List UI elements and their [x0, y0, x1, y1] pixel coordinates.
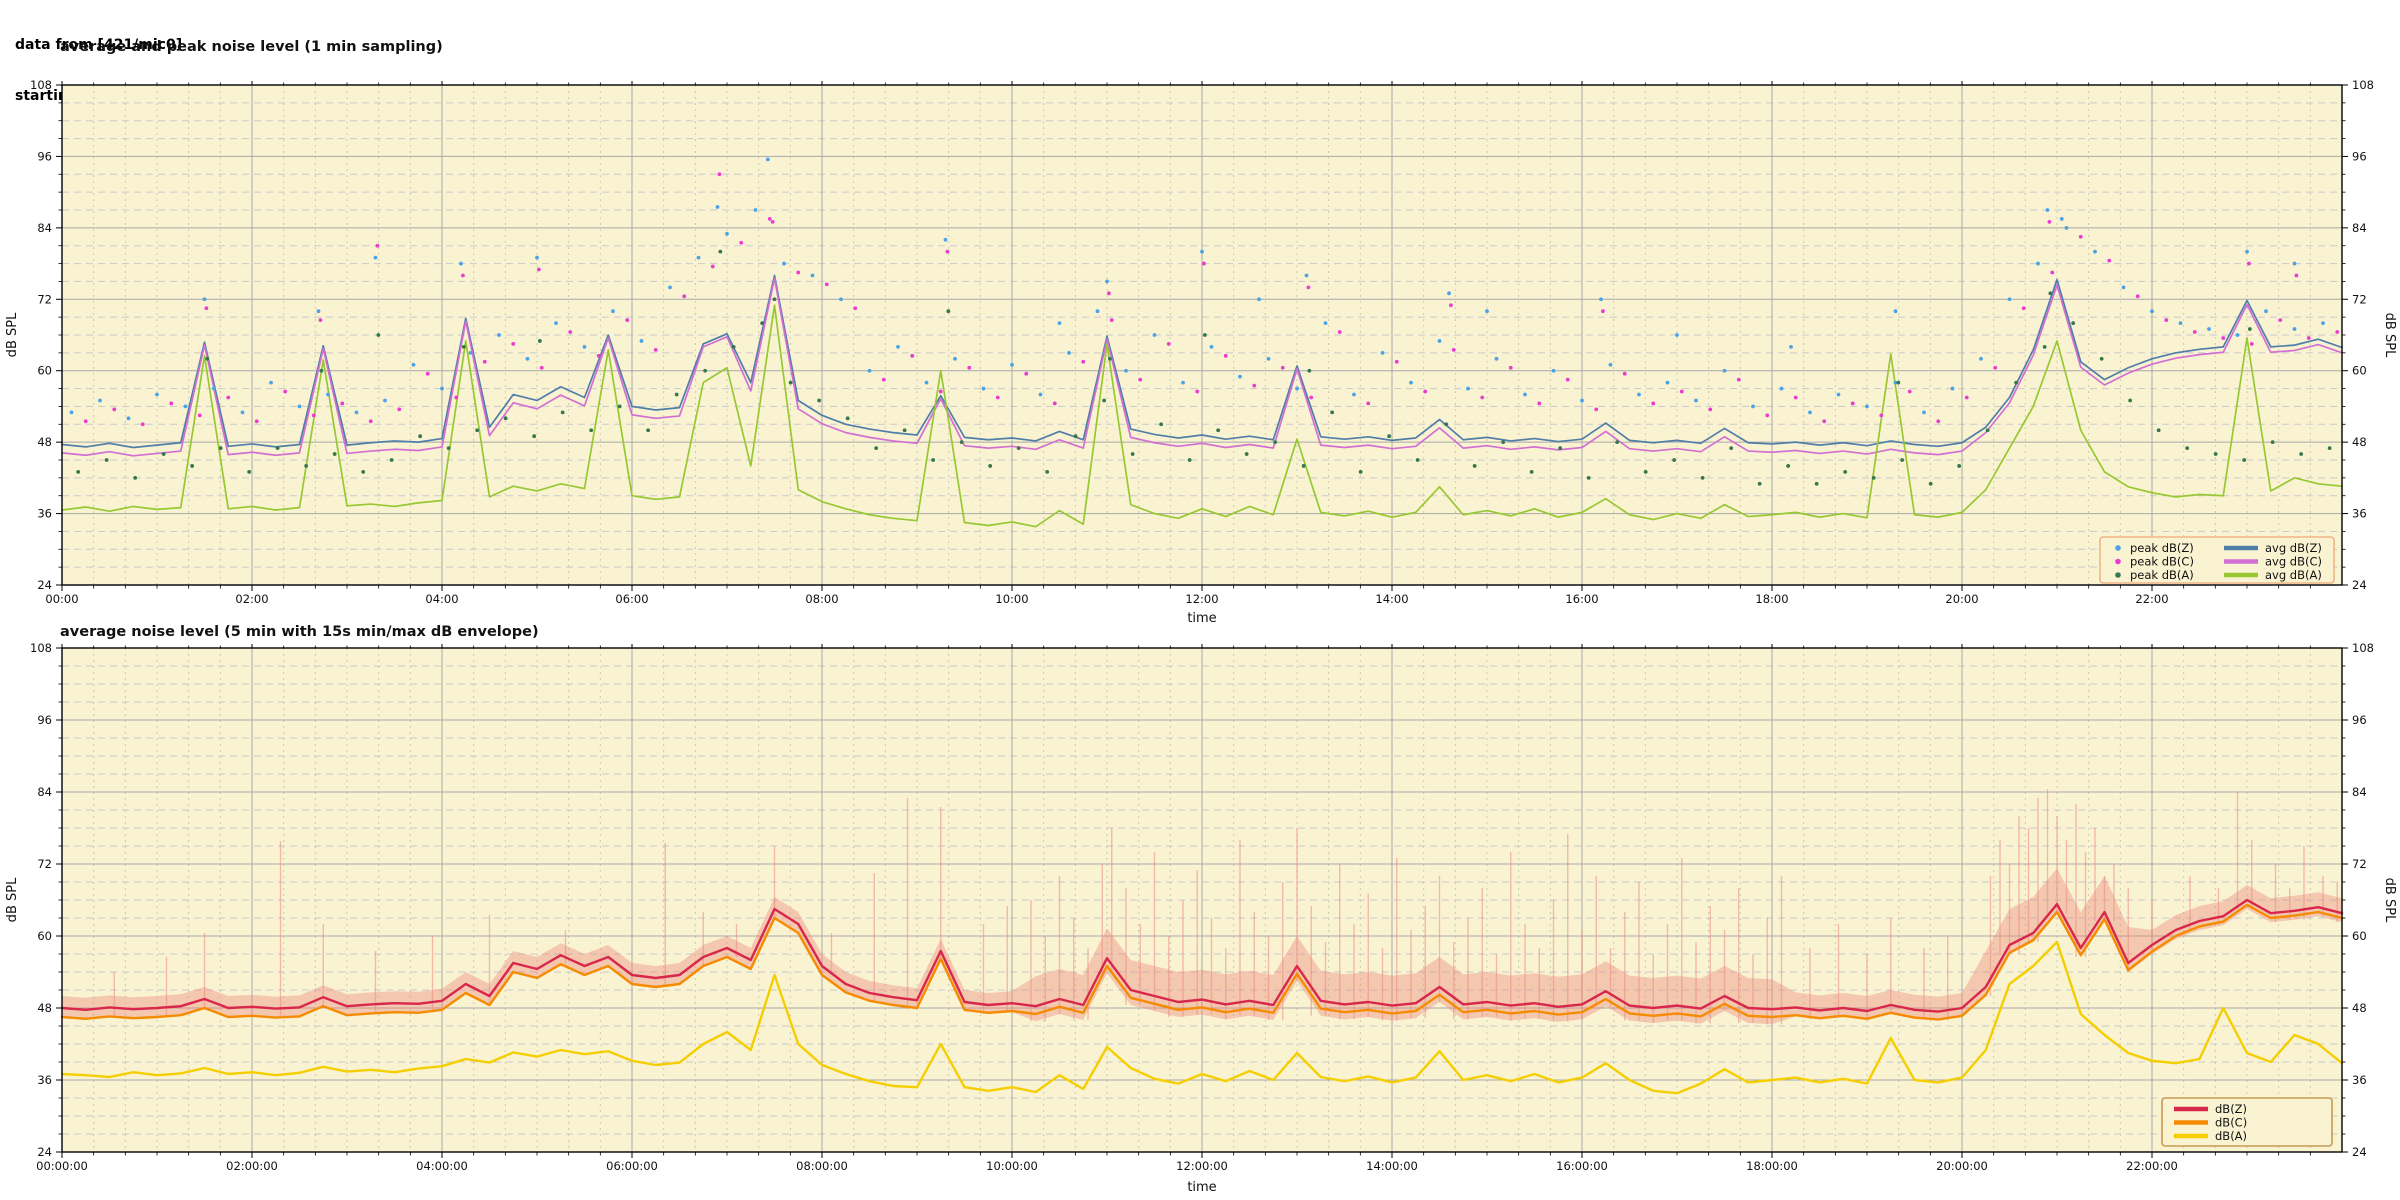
y-tick-label-right: 108 — [2352, 641, 2374, 655]
top-chart-ylabel-left: dB SPL — [5, 312, 20, 357]
x-tick-label: 00:00:00 — [36, 1159, 88, 1173]
top-chart-title: average and peak noise level (1 min samp… — [60, 39, 443, 55]
y-tick-label-right: 60 — [2352, 929, 2367, 943]
top-chart-ylabel-right: dB SPL — [2382, 313, 2397, 358]
top-chart-legend: peak dB(Z)peak dB(C)peak dB(A)avg dB(Z)a… — [2099, 536, 2335, 584]
bottom-chart-legend: dB(Z)dB(C)dB(A) — [2161, 1097, 2333, 1147]
top-chart-scatter-peak-dba — [76, 249, 2332, 486]
legend-label: avg dB(Z) — [2265, 541, 2322, 555]
y-tick-label-right: 72 — [2352, 292, 2367, 306]
legend-label: dB(Z) — [2215, 1102, 2247, 1116]
legend-label: peak dB(A) — [2130, 568, 2194, 582]
legend-label: avg dB(C) — [2265, 555, 2322, 569]
bottom-chart-title: average noise level (5 min with 15s min/… — [60, 624, 539, 640]
bottom-chart-ylabel-left: dB SPL — [5, 877, 20, 922]
y-tick-label-right: 72 — [2352, 857, 2367, 871]
y-tick-label-left: 24 — [37, 578, 52, 592]
x-tick-label: 06:00:00 — [606, 1159, 658, 1173]
top-chart: 00:00 02:00 04:00 06:00 08:00 10:00 12:00 14:00… — [5, 39, 2397, 626]
y-tick-label-left: 36 — [37, 507, 52, 521]
x-tick-label: 10:00 — [995, 592, 1028, 606]
legend-label: dB(A) — [2215, 1129, 2247, 1143]
y-tick-label-right: 84 — [2352, 785, 2367, 799]
y-tick-label-left: 60 — [37, 364, 52, 378]
y-tick-label-right: 96 — [2352, 713, 2367, 727]
x-tick-label: 20:00 — [1945, 592, 1978, 606]
bottom-chart: 00:00:00 02:00:00 04:00:00 06:00:00 08:00:00… — [5, 624, 2397, 1195]
x-tick-label: 22:00:00 — [2126, 1159, 2178, 1173]
x-tick-label: 22:00 — [2135, 592, 2168, 606]
x-tick-label: 08:00:00 — [796, 1159, 848, 1173]
top-chart-series-avg-dbz — [61, 274, 2343, 449]
x-tick-label: 20:00:00 — [1936, 1159, 1988, 1173]
bottom-chart-axes: 00:00:00 02:00:00 04:00:00 06:00:00 08:00:00… — [30, 641, 2374, 1173]
bottom-chart-ylabel-right: dB SPL — [2382, 878, 2397, 923]
legend-marker-dot — [2115, 545, 2121, 551]
bottom-chart-series-dbc — [60, 903, 2344, 1021]
bottom-chart-series-dba — [60, 940, 2344, 1095]
x-tick-label: 18:00 — [1755, 592, 1788, 606]
x-tick-label: 12:00 — [1185, 592, 1218, 606]
y-tick-label-right: 36 — [2352, 1073, 2367, 1087]
bottom-chart-envelope — [62, 789, 2342, 1025]
x-tick-label: 14:00 — [1375, 592, 1408, 606]
y-tick-label-left: 108 — [30, 78, 52, 92]
y-tick-label-right: 24 — [2352, 578, 2367, 592]
y-tick-label-right: 48 — [2352, 435, 2367, 449]
x-tick-label: 02:00:00 — [226, 1159, 278, 1173]
y-tick-label-right: 108 — [2352, 78, 2374, 92]
x-tick-label: 00:00 — [45, 592, 78, 606]
legend-label: peak dB(C) — [2130, 555, 2194, 569]
y-tick-label-left: 108 — [30, 641, 52, 655]
top-chart-scatter-peak-dbc — [83, 172, 2340, 427]
legend-marker-dot — [2115, 572, 2121, 578]
envelope-band — [62, 868, 2342, 1025]
x-tick-label: 12:00:00 — [1176, 1159, 1228, 1173]
y-tick-label-right: 60 — [2352, 364, 2367, 378]
legend-marker-dot — [2115, 558, 2121, 565]
x-tick-label: 18:00:00 — [1746, 1159, 1798, 1173]
y-tick-label-left: 72 — [37, 292, 52, 306]
x-tick-label: 16:00:00 — [1556, 1159, 1608, 1173]
x-tick-label: 14:00:00 — [1366, 1159, 1418, 1173]
top-chart-xlabel: time — [1187, 611, 1216, 626]
top-chart-scatter-peak-dbz — [69, 157, 2325, 421]
x-tick-label: 06:00 — [615, 592, 648, 606]
y-tick-label-right: 36 — [2352, 507, 2367, 521]
x-tick-label: 10:00:00 — [986, 1159, 1038, 1173]
top-chart-series-avg-dbc — [61, 277, 2343, 457]
y-tick-label-left: 84 — [37, 221, 52, 235]
y-tick-label-right: 24 — [2352, 1145, 2367, 1159]
x-tick-label: 04:00:00 — [416, 1159, 468, 1173]
y-tick-label-left: 48 — [37, 435, 52, 449]
legend-label: peak dB(Z) — [2130, 541, 2194, 555]
y-tick-label-left: 84 — [37, 785, 52, 799]
x-tick-label: 04:00 — [425, 592, 458, 606]
x-tick-label: 08:00 — [805, 592, 838, 606]
legend-label: avg dB(A) — [2265, 568, 2322, 582]
y-tick-label-left: 72 — [37, 857, 52, 871]
top-chart-axes: 00:00 02:00 04:00 06:00 08:00 10:00 12:00 14:00… — [30, 78, 2374, 606]
x-tick-label: 16:00 — [1565, 592, 1598, 606]
y-tick-label-left: 60 — [37, 929, 52, 943]
y-tick-label-right: 96 — [2352, 149, 2367, 163]
y-tick-label-left: 48 — [37, 1001, 52, 1015]
top-chart-series-avg-dba — [61, 304, 2343, 528]
x-tick-label: 02:00 — [235, 592, 268, 606]
y-tick-label-left: 24 — [37, 1145, 52, 1159]
y-tick-label-left: 96 — [37, 149, 52, 163]
header-data-source: data from [421/mic0] — [15, 37, 183, 53]
y-tick-label-right: 84 — [2352, 221, 2367, 235]
y-tick-label-left: 96 — [37, 713, 52, 727]
legend-label: dB(C) — [2215, 1116, 2247, 1130]
y-tick-label-left: 36 — [37, 1073, 52, 1087]
bottom-chart-series-dbz — [60, 898, 2344, 1013]
bottom-chart-xlabel: time — [1187, 1180, 1216, 1195]
y-tick-label-right: 48 — [2352, 1001, 2367, 1015]
top-chart-legend-box — [2099, 536, 2335, 584]
